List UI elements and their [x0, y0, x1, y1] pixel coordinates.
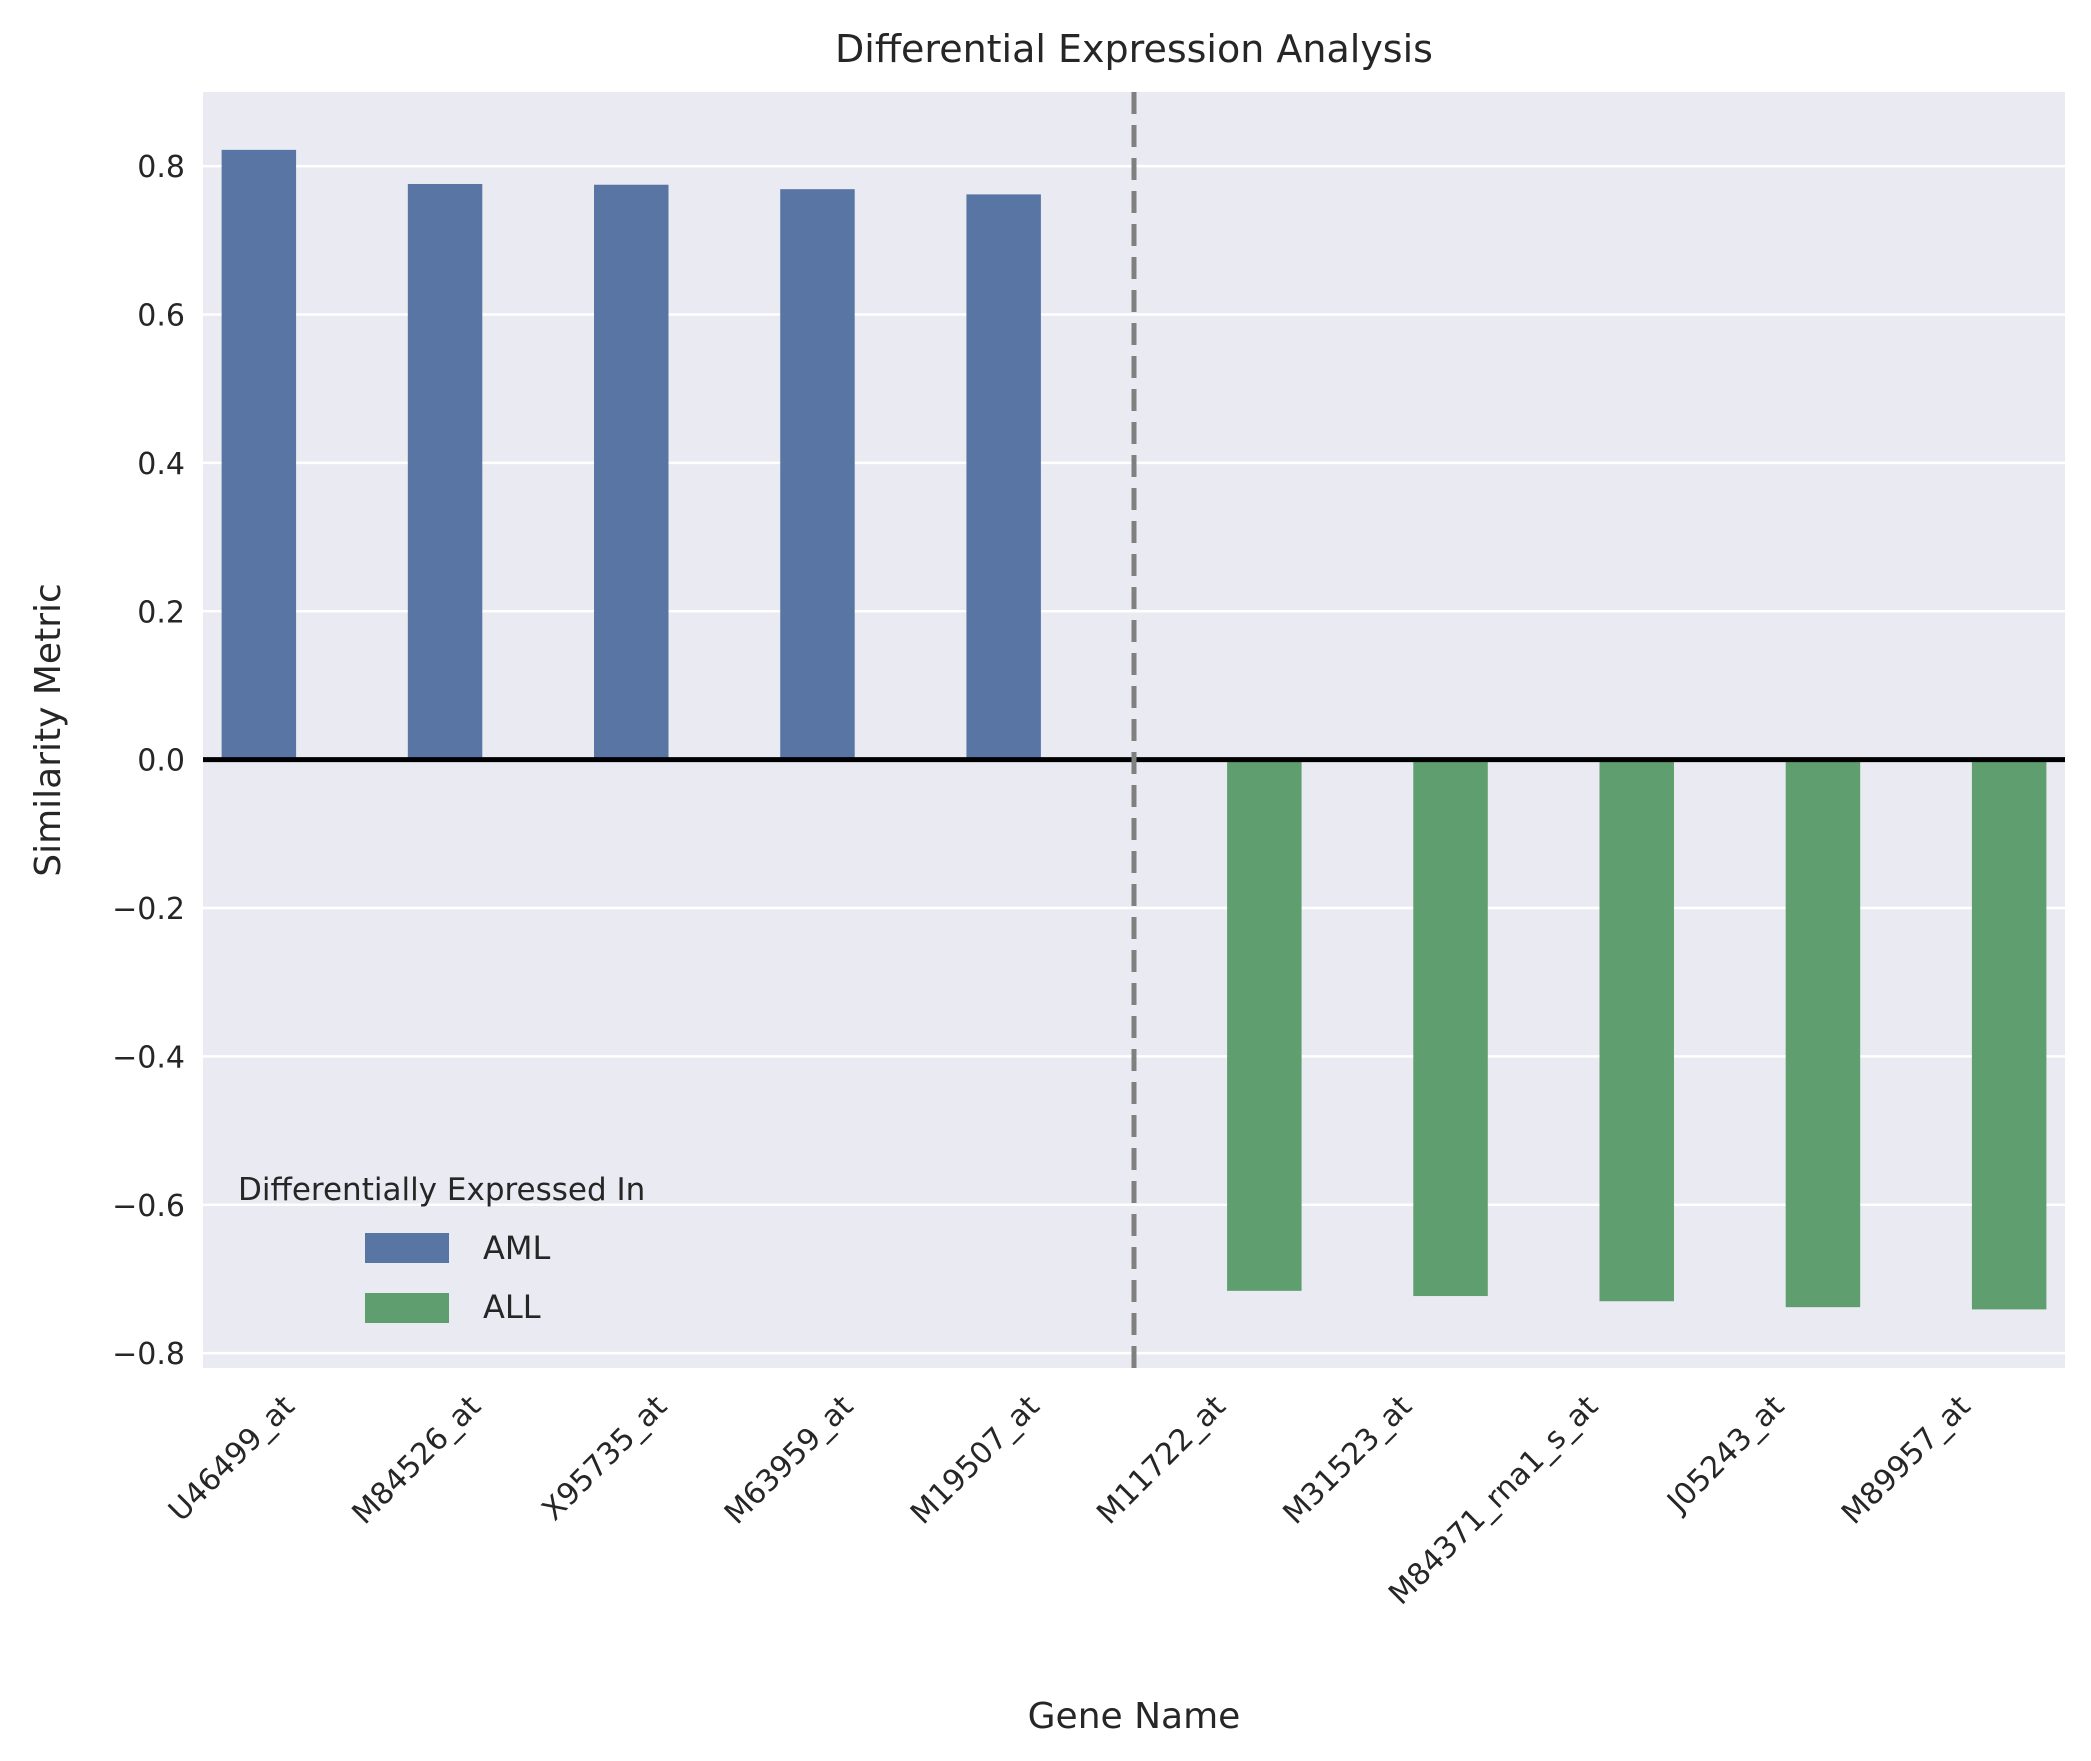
- x-tick-label: M11722_at: [1090, 1389, 1233, 1532]
- bar: [1785, 759, 1861, 1308]
- chart-title: Differential Expression Analysis: [835, 27, 1433, 71]
- y-tick-label: 0.6: [137, 299, 185, 334]
- bar: [966, 194, 1041, 760]
- x-tick-label: U46499_at: [162, 1389, 302, 1529]
- y-axis-label: Similarity Metric: [28, 583, 69, 877]
- x-tick-label: M84371_rna1_s_at: [1382, 1389, 1605, 1612]
- x-tick-label: M63959_at: [718, 1389, 861, 1532]
- legend-swatch-all: [365, 1293, 449, 1323]
- bar: [594, 184, 669, 760]
- y-tick-label: −0.4: [112, 1040, 185, 1075]
- x-tick-label: M31523_at: [1276, 1389, 1419, 1532]
- legend: Differentially Expressed In AML ALL: [238, 1172, 645, 1326]
- y-tick-label: 0.2: [137, 595, 185, 630]
- bar: [221, 149, 297, 760]
- y-tick-label: 0.4: [137, 447, 185, 482]
- x-tick-labels: U46499_at M84526_at X95735_at M63959_at M195…: [162, 1389, 1978, 1612]
- legend-swatch-aml: [365, 1233, 449, 1263]
- bar: [1599, 759, 1674, 1302]
- y-tick-label: 0.0: [137, 744, 185, 779]
- y-tick-labels: 0.8 0.6 0.4 0.2 0.0 −0.2 −0.4 −0.6 −0.8: [112, 150, 185, 1372]
- y-tick-label: −0.8: [112, 1337, 185, 1372]
- bar: [1413, 759, 1488, 1297]
- bars: [221, 149, 2047, 1310]
- x-tick-label: X95735_at: [535, 1389, 674, 1528]
- y-tick-label: 0.8: [137, 150, 185, 185]
- x-tick-label: J05243_at: [1660, 1389, 1792, 1521]
- legend-label-all: ALL: [483, 1288, 541, 1326]
- reference-lines: [203, 92, 2065, 1368]
- y-tick-label: −0.6: [112, 1189, 185, 1224]
- bar: [780, 189, 855, 760]
- y-tick-label: −0.2: [112, 892, 185, 927]
- legend-title: Differentially Expressed In: [238, 1172, 645, 1208]
- legend-label-aml: AML: [483, 1229, 551, 1267]
- bar: [1227, 759, 1302, 1291]
- x-axis-label: Gene Name: [1028, 1696, 1241, 1737]
- bar: [1971, 759, 2047, 1310]
- bar: [407, 183, 483, 760]
- x-tick-label: M19507_at: [904, 1389, 1047, 1532]
- x-tick-label: M89957_at: [1835, 1389, 1978, 1532]
- x-tick-label: M84526_at: [345, 1389, 488, 1532]
